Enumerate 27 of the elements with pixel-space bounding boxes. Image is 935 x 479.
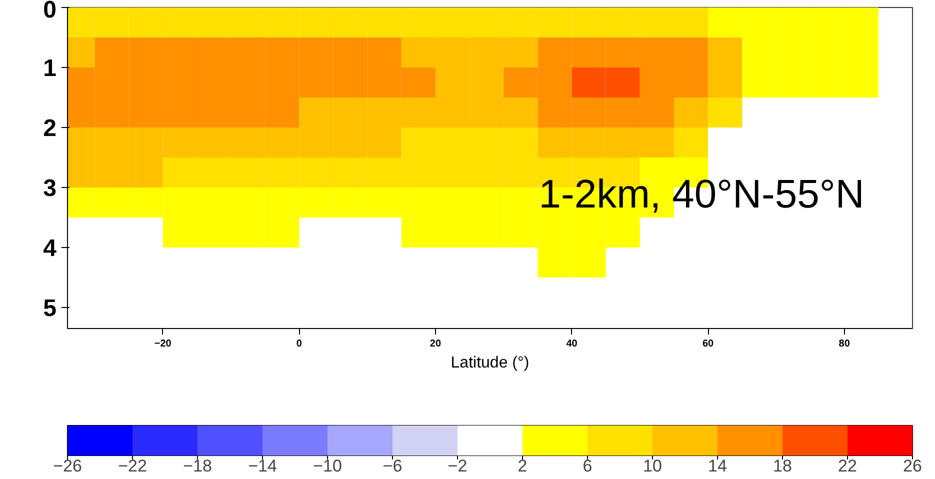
color-bar-label: −2 — [448, 456, 468, 476]
color-bar-label: 14 — [708, 456, 727, 476]
color-bar-label: −14 — [248, 456, 277, 476]
color-bar-label: −10 — [313, 456, 342, 476]
x-tick-label: 60 — [702, 338, 714, 350]
y-tick-label: 0 — [43, 0, 57, 24]
color-bar-label: −6 — [382, 456, 402, 476]
y-tick-label: 1 — [43, 55, 57, 82]
x-tick-label: −20 — [154, 338, 172, 350]
x-tick-label: 0 — [296, 338, 302, 350]
color-bar-label: 2 — [518, 456, 528, 476]
color-bar-label: 6 — [582, 456, 592, 476]
y-tick-label: 4 — [43, 235, 58, 262]
x-tick-label: 20 — [430, 338, 442, 350]
x-tick-label: 80 — [838, 338, 850, 350]
color-bar-label: 22 — [838, 456, 857, 476]
color-bar-label: −26 — [53, 456, 82, 476]
x-tick-label: 40 — [566, 338, 578, 350]
color-bar-label: 10 — [643, 456, 662, 476]
y-tick-label: 3 — [43, 175, 57, 202]
y-tick-label: 2 — [43, 115, 57, 142]
color-bar-label: −22 — [118, 456, 147, 476]
color-bar-label: −18 — [183, 456, 212, 476]
color-bar-label: 26 — [903, 456, 922, 476]
y-tick-label: 5 — [43, 295, 57, 322]
x-axis-title: Latitude (°) — [450, 354, 530, 372]
color-bar-label: 18 — [773, 456, 792, 476]
